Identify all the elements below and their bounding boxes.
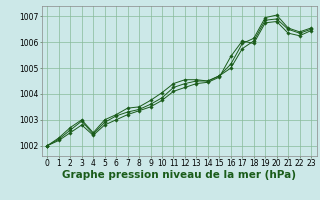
X-axis label: Graphe pression niveau de la mer (hPa): Graphe pression niveau de la mer (hPa) [62, 170, 296, 180]
